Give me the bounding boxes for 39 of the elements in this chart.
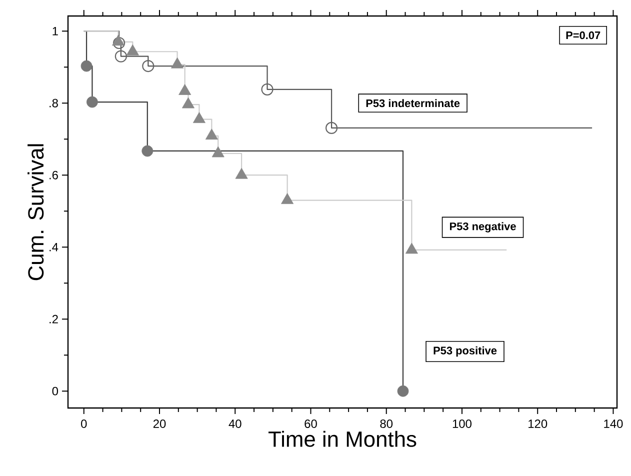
point <box>405 242 418 254</box>
point <box>182 97 194 108</box>
text: P53 positive <box>434 346 497 357</box>
point <box>178 84 192 95</box>
x-tick-label: 40 <box>228 420 242 428</box>
x-tick-label: 80 <box>380 420 393 428</box>
point <box>171 57 184 68</box>
x-tick-label: 120 <box>528 420 548 428</box>
point <box>142 145 154 157</box>
point <box>205 128 218 140</box>
x-tick-label: 140 <box>604 420 623 428</box>
point <box>80 60 92 72</box>
point <box>261 83 274 96</box>
series-label: P53 indeterminate <box>366 99 460 108</box>
x-tick-label: 60 <box>304 420 317 428</box>
point <box>235 168 248 179</box>
y-axis-title: Cum. Survival <box>28 144 44 280</box>
point <box>112 36 126 50</box>
y-tick-label: .2 <box>50 314 58 324</box>
point <box>114 50 127 62</box>
point <box>126 44 139 56</box>
y-tick-label: 1 <box>52 27 58 36</box>
point <box>142 60 154 72</box>
point <box>192 112 206 124</box>
y-tick-label: .6 <box>50 170 58 180</box>
point <box>112 34 125 46</box>
series-label: P53 negative <box>450 222 516 232</box>
point <box>281 193 294 204</box>
y-tick-label: .4 <box>50 242 58 252</box>
annotation: P=0.07 <box>566 31 600 40</box>
x-tick-label: 20 <box>153 420 166 428</box>
point <box>212 146 224 158</box>
point <box>86 96 98 108</box>
x-tick-label: 0 <box>81 420 87 428</box>
y-tick-label: 0 <box>52 386 58 396</box>
y-tick-label: .8 <box>50 98 58 108</box>
x-tick-label: 100 <box>452 420 472 428</box>
x-axis-title: Time in Months <box>268 430 416 447</box>
point <box>325 122 338 134</box>
